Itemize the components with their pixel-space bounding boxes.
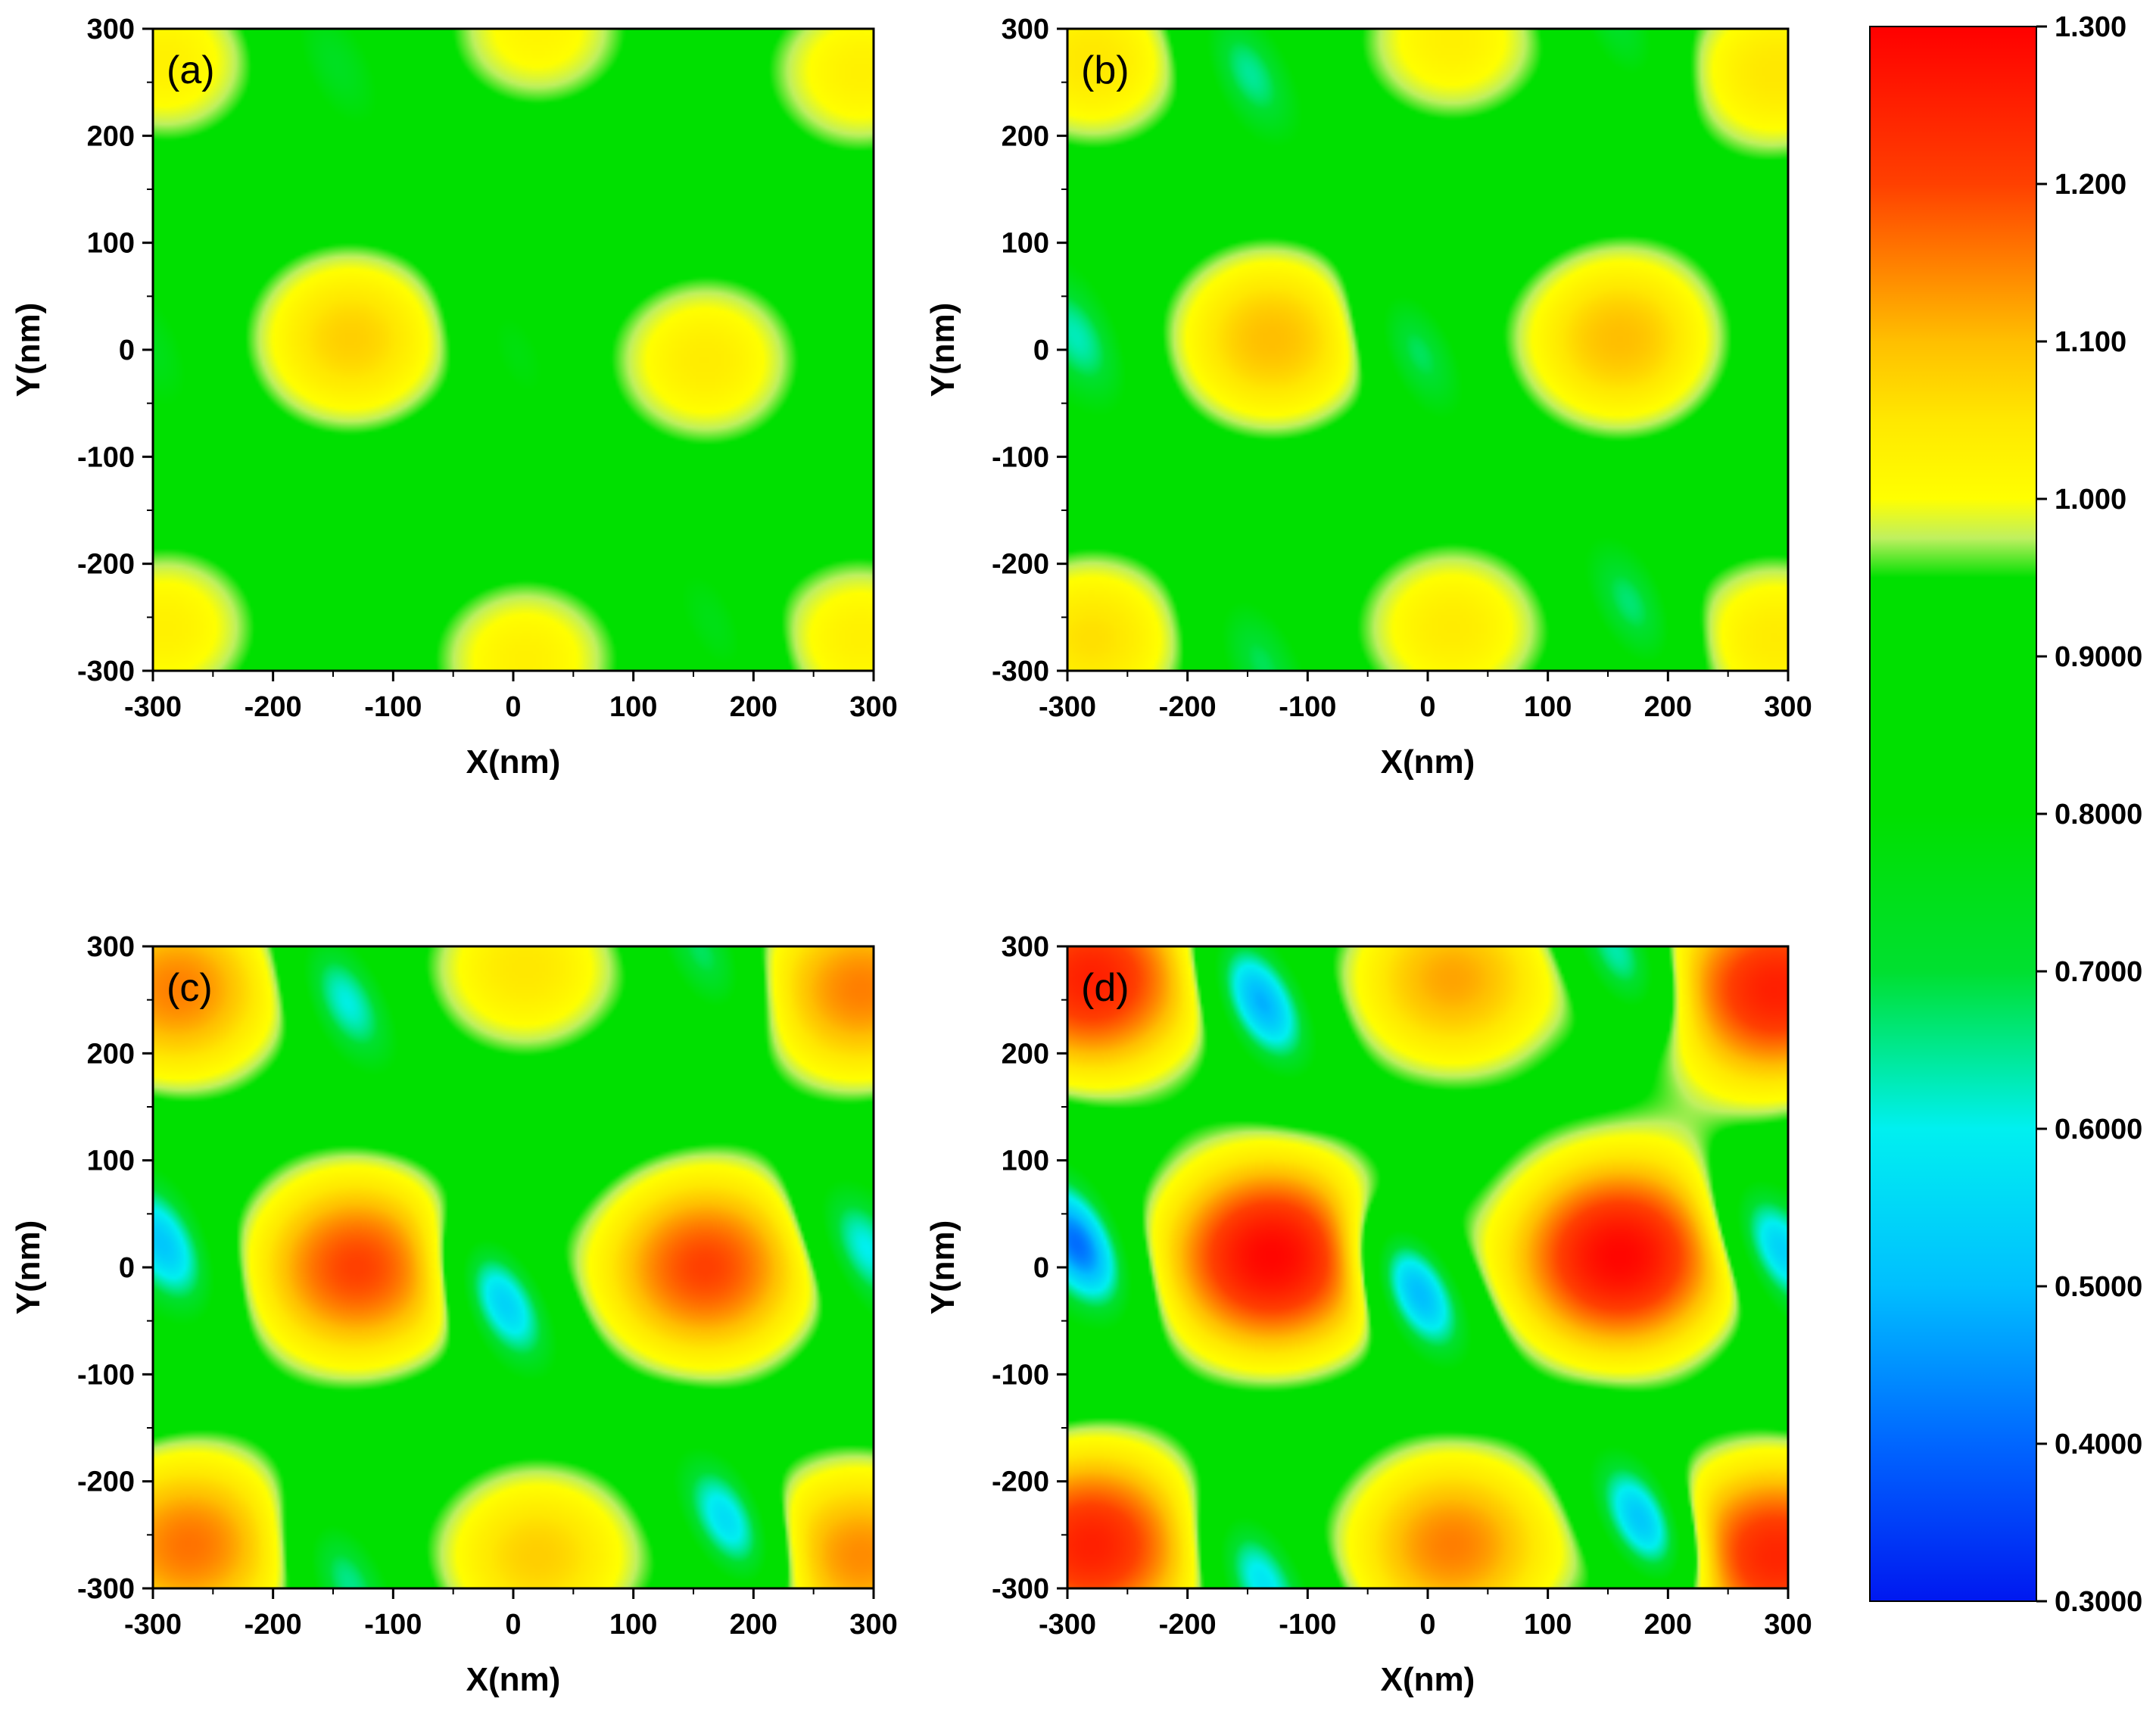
x-tick-label: 0 (505, 1609, 521, 1641)
x-tick-label: -300 (1039, 1609, 1096, 1641)
y-tick-label: -300 (992, 1573, 1049, 1605)
y-tick-label: 0 (119, 335, 135, 366)
heatmap-panel-2: -300 -200 -100 0 100 200 300 300 200 100 0 -100 -200… (924, 14, 1812, 781)
y-tick-label: -300 (992, 656, 1049, 687)
x-tick-label: 200 (730, 1609, 777, 1641)
y-tick-label: -200 (77, 1466, 135, 1498)
heatmap-image (153, 946, 874, 1588)
heatmap-image (153, 29, 874, 671)
y-tick-label: -300 (77, 656, 135, 687)
heatmap-panel-3: -300 -200 -100 0 100 200 300 300 200 100 0 -100 -200… (10, 931, 898, 1698)
x-tick-label: 200 (730, 691, 777, 723)
x-axis-title: X(nm) (466, 743, 561, 781)
x-tick-label: -100 (1279, 691, 1336, 723)
x-tick-label: 300 (1764, 691, 1812, 723)
heatmap-image (1067, 29, 1788, 671)
x-tick-label: 200 (1644, 691, 1692, 723)
heatmap-image (1067, 946, 1788, 1588)
x-tick-label: 200 (1644, 1609, 1692, 1641)
x-tick-label: 100 (1524, 691, 1572, 723)
y-tick-label: 100 (1002, 228, 1049, 260)
y-tick-label: 200 (1002, 1038, 1049, 1070)
x-tick-label: -200 (245, 1609, 302, 1641)
colorbar-label: 0.9000 (2055, 641, 2142, 673)
y-tick-label: 300 (1002, 931, 1049, 963)
x-tick-label: -200 (245, 691, 302, 723)
x-axis-title: X(nm) (466, 1661, 561, 1698)
y-axis-title: Y(nm) (10, 1220, 47, 1315)
x-tick-label: -300 (124, 1609, 182, 1641)
panel-label: (a) (167, 48, 215, 92)
y-tick-label: 100 (1002, 1145, 1049, 1177)
x-tick-label: -100 (364, 691, 422, 723)
y-tick-label: 0 (119, 1252, 135, 1284)
y-axis-title: Y(nm) (10, 303, 47, 397)
y-tick-label: -100 (77, 441, 135, 473)
colorbar: 1.300 1.200 1.100 1.000 0.9000 0.8000 0.7000 0.… (1869, 11, 2142, 1618)
y-tick-label: -100 (77, 1359, 135, 1391)
colorbar-label: 1.100 (2055, 326, 2126, 358)
colorbar-label: 0.7000 (2055, 956, 2142, 988)
colorbar-gradient (1869, 26, 2037, 1602)
panel-label: (d) (1081, 966, 1129, 1010)
colorbar-label: 0.8000 (2055, 799, 2142, 831)
y-tick-label: 200 (87, 1038, 135, 1070)
heatmap-panels: -300 -200 -100 0 100 200 300 300 200 100 0 -100 -200… (10, 14, 1812, 1698)
x-tick-label: 100 (1524, 1609, 1572, 1641)
y-tick-label: 200 (87, 120, 135, 152)
colorbar-label: 0.5000 (2055, 1271, 2142, 1303)
colorbar-label: 0.6000 (2055, 1114, 2142, 1145)
y-tick-label: 300 (87, 14, 135, 45)
x-tick-label: 100 (609, 691, 657, 723)
colorbar-label: 0.3000 (2055, 1586, 2142, 1618)
y-tick-label: 100 (87, 1145, 135, 1177)
x-tick-label: -100 (1279, 1609, 1336, 1641)
heatmap-panel-1: -300 -200 -100 0 100 200 300 300 200 100 0 -100 -200… (10, 14, 898, 781)
y-tick-label: -200 (77, 549, 135, 581)
y-tick-label: -200 (992, 549, 1049, 581)
y-tick-label: 300 (87, 931, 135, 963)
y-tick-label: -300 (77, 1573, 135, 1605)
colorbar-label: 1.000 (2055, 484, 2126, 516)
y-tick-label: 200 (1002, 120, 1049, 152)
y-axis-title: Y(nm) (924, 303, 961, 397)
x-tick-label: 300 (849, 1609, 897, 1641)
x-tick-label: 100 (609, 1609, 657, 1641)
y-axis-title: Y(nm) (924, 1220, 961, 1315)
x-tick-label: -300 (1039, 691, 1096, 723)
heatmap-panel-4: -300 -200 -100 0 100 200 300 300 200 100 0 -100 -200… (924, 931, 1812, 1698)
x-tick-label: -100 (364, 1609, 422, 1641)
colorbar-label: 1.300 (2055, 11, 2126, 43)
x-tick-label: -300 (124, 691, 182, 723)
y-tick-label: 100 (87, 228, 135, 260)
x-tick-label: 300 (849, 691, 897, 723)
colorbar-label: 0.4000 (2055, 1429, 2142, 1460)
x-tick-label: 0 (1419, 1609, 1435, 1641)
x-tick-label: 0 (505, 691, 521, 723)
y-tick-label: -100 (992, 1359, 1049, 1391)
x-tick-label: -200 (1159, 691, 1217, 723)
y-tick-label: -200 (992, 1466, 1049, 1498)
x-tick-label: 300 (1764, 1609, 1812, 1641)
panel-label: (c) (167, 966, 213, 1010)
y-tick-label: -100 (992, 441, 1049, 473)
y-tick-label: 300 (1002, 14, 1049, 45)
y-tick-label: 0 (1033, 1252, 1049, 1284)
colorbar-label: 1.200 (2055, 169, 2126, 201)
y-tick-label: 0 (1033, 335, 1049, 366)
x-tick-label: 0 (1419, 691, 1435, 723)
panel-label: (b) (1081, 48, 1129, 92)
x-tick-label: -200 (1159, 1609, 1217, 1641)
x-axis-title: X(nm) (1381, 743, 1475, 781)
x-axis-title: X(nm) (1381, 1661, 1475, 1698)
